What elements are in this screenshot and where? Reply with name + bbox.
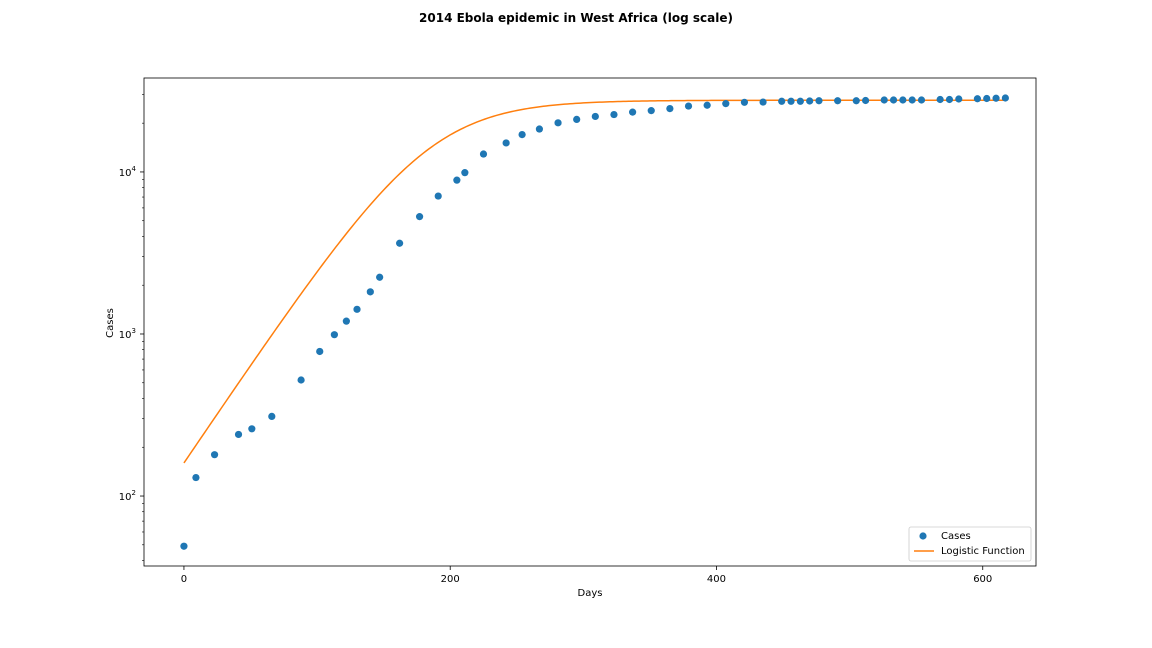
cases-point <box>722 100 730 108</box>
y-tick-label: 104 <box>119 165 137 179</box>
cases-point <box>1001 94 1009 102</box>
x-axis-label: Days <box>578 588 603 599</box>
x-axis: 0 200 400 600 <box>181 566 992 585</box>
cases-point <box>983 94 991 103</box>
cases-point <box>815 97 823 105</box>
cases-point <box>759 98 767 106</box>
cases-point <box>248 425 256 433</box>
y-axis-label: Cases <box>105 308 116 338</box>
cases-point <box>861 96 870 105</box>
cases-point <box>778 97 786 105</box>
y-tick-label-base: 10 <box>119 330 132 341</box>
cases-point <box>415 213 424 221</box>
cases-point <box>502 139 510 147</box>
cases-point <box>880 96 888 104</box>
y-tick-label-base: 10 <box>119 168 132 179</box>
cases-point <box>316 347 324 356</box>
cases-point <box>396 239 404 247</box>
x-tick-label: 400 <box>707 574 726 585</box>
legend-box <box>908 526 1032 562</box>
cases-point <box>899 96 907 104</box>
cases-point <box>806 97 814 105</box>
y-tick-label-exponent: 2 <box>132 489 136 497</box>
cases-point <box>192 473 200 482</box>
cases-point <box>889 96 898 104</box>
cases-point <box>796 97 804 105</box>
logistic-function-line <box>183 99 1006 464</box>
cases-point <box>591 112 599 121</box>
plot-frame <box>143 77 1037 567</box>
cases-point <box>945 95 954 104</box>
cases-point <box>992 94 1000 102</box>
cases-point <box>787 97 795 105</box>
y-tick-label: 102 <box>119 489 136 503</box>
series-layer <box>180 94 1009 550</box>
cases-point <box>834 97 842 105</box>
legend-cases-marker <box>919 532 927 540</box>
cases-point <box>703 101 711 109</box>
cases-point <box>434 192 442 200</box>
x-tick-label: 200 <box>441 574 460 585</box>
legend-logistic-label: Logistic Function <box>941 546 1025 557</box>
plot-area <box>143 77 1037 567</box>
cases-point <box>461 169 469 177</box>
cases-point <box>234 430 243 439</box>
cases-point <box>629 108 637 116</box>
cases-point <box>376 273 384 281</box>
cases-point <box>210 451 219 459</box>
cases-point <box>610 110 618 119</box>
cases-point <box>366 288 374 296</box>
cases-point <box>666 105 674 113</box>
cases-point <box>955 95 963 103</box>
cases-point <box>535 125 544 133</box>
cases-point <box>684 102 693 110</box>
legend-cases-label: Cases <box>941 531 971 542</box>
y-tick-label-exponent: 3 <box>132 327 136 335</box>
cases-point <box>973 95 982 103</box>
x-tick-label: 600 <box>973 574 992 585</box>
cases-point <box>908 96 916 104</box>
cases-point <box>180 542 188 550</box>
cases-point <box>740 98 749 106</box>
cases-point <box>353 305 361 313</box>
cases-point <box>297 376 305 384</box>
chart-title: 2014 Ebola epidemic in West Africa (log … <box>419 11 733 25</box>
y-tick-label-exponent: 4 <box>132 165 137 173</box>
cases-point <box>479 150 488 158</box>
cases-point <box>554 119 562 127</box>
cases-point <box>647 107 655 115</box>
legend: Cases Logistic Function <box>908 526 1032 562</box>
cases-point <box>453 176 461 184</box>
y-tick-label: 103 <box>119 327 136 341</box>
cases-point <box>936 95 944 104</box>
cases-point <box>573 115 581 124</box>
cases-point <box>268 412 276 421</box>
cases-point <box>342 317 350 325</box>
x-tick-label: 0 <box>181 574 187 585</box>
cases-point <box>330 331 338 339</box>
cases-point <box>917 96 926 104</box>
cases-point <box>518 131 526 139</box>
cases-point <box>852 97 860 105</box>
y-tick-label-base: 10 <box>119 492 132 503</box>
